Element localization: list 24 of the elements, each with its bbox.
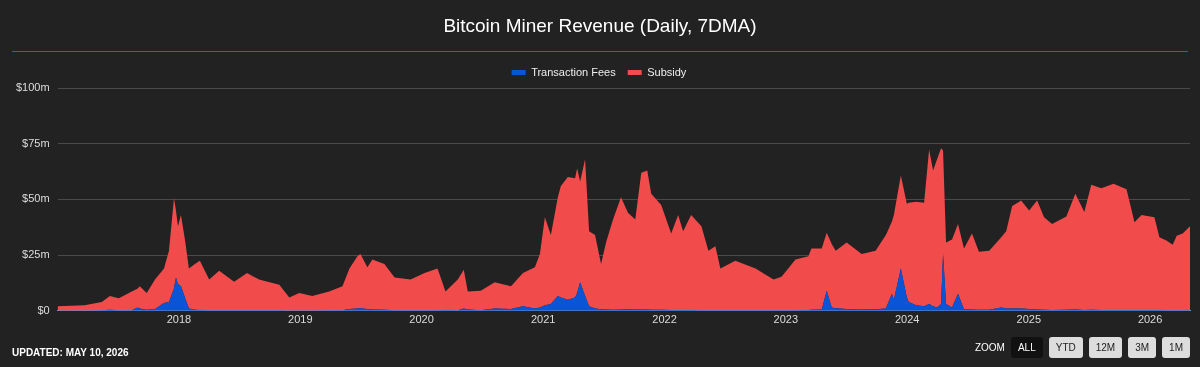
zoom-button[interactable]: YTD	[1048, 337, 1083, 358]
legend-label: Transaction Fees	[531, 65, 617, 78]
zoom-button[interactable]: 3M	[1128, 337, 1157, 358]
text: UPDATED: MAY 10, 2026	[12, 347, 129, 358]
y-tick-label: $100m	[15, 81, 50, 94]
zoom-button[interactable]: 1M	[1162, 337, 1190, 358]
text: ZOOM	[974, 342, 1005, 353]
zoom-button[interactable]: ALL	[1010, 337, 1043, 358]
chart-title: Bitcoin Miner Revenue (Daily, 7DMA)	[12, 0, 1188, 52]
x-tick-label: 2025	[1016, 313, 1042, 326]
y-tick-label: $25m	[22, 248, 50, 261]
x-tick-label: 2021	[530, 313, 556, 326]
x-tick-label: 2019	[288, 313, 313, 326]
x-tick-label: 2026	[1137, 313, 1163, 326]
x-tick-label: 2023	[773, 313, 799, 326]
x-tick-label: 2022	[652, 313, 677, 326]
y-tick-label: $50m	[22, 192, 50, 205]
x-tick-label: 2024	[894, 313, 920, 326]
x-tick-label: 2020	[409, 313, 434, 326]
legend-label: Subsidy	[647, 65, 687, 78]
y-tick-label: $0	[37, 303, 50, 316]
y-tick-label: $75m	[22, 136, 50, 149]
zoom-button[interactable]: 12M	[1088, 337, 1123, 358]
x-tick-label: 2018	[166, 313, 192, 326]
